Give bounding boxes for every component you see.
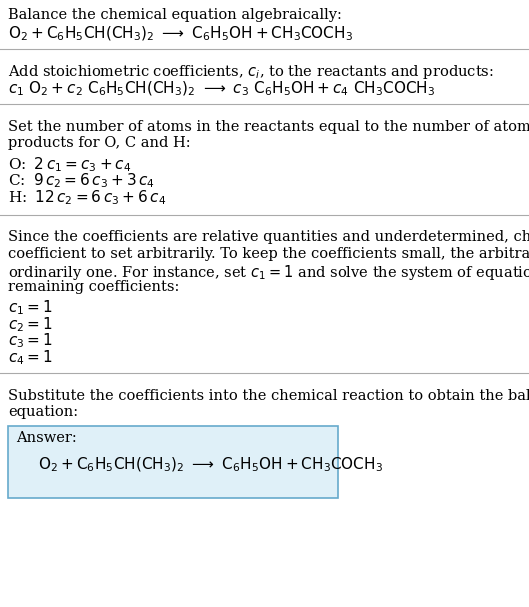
Text: products for O, C and H:: products for O, C and H: (8, 137, 190, 151)
Text: Set the number of atoms in the reactants equal to the number of atoms in the: Set the number of atoms in the reactants… (8, 120, 529, 134)
Text: $\mathrm{O_2 + C_6H_5CH(CH_3)_2\ \longrightarrow\ C_6H_5OH + CH_3COCH_3}$: $\mathrm{O_2 + C_6H_5CH(CH_3)_2\ \longri… (38, 455, 383, 474)
Text: $c_4 = 1$: $c_4 = 1$ (8, 348, 52, 367)
Text: Substitute the coefficients into the chemical reaction to obtain the balanced: Substitute the coefficients into the che… (8, 388, 529, 402)
Text: $c_2 = 1$: $c_2 = 1$ (8, 315, 52, 334)
Text: equation:: equation: (8, 405, 78, 419)
Text: Answer:: Answer: (16, 432, 77, 446)
Text: Since the coefficients are relative quantities and underdetermined, choose a: Since the coefficients are relative quan… (8, 231, 529, 245)
Text: C:$\;\;9\,c_2 = 6\,c_3 + 3\,c_4$: C:$\;\;9\,c_2 = 6\,c_3 + 3\,c_4$ (8, 172, 155, 190)
Text: $c_1\ \mathrm{O_2} + c_2\ \mathrm{C_6H_5CH(CH_3)_2}\ \longrightarrow\ c_3\ \math: $c_1\ \mathrm{O_2} + c_2\ \mathrm{C_6H_5… (8, 80, 435, 98)
Text: coefficient to set arbitrarily. To keep the coefficients small, the arbitrary va: coefficient to set arbitrarily. To keep … (8, 247, 529, 261)
Text: $\mathrm{O_2 + C_6H_5CH(CH_3)_2\ \longrightarrow\ C_6H_5OH + CH_3COCH_3}$: $\mathrm{O_2 + C_6H_5CH(CH_3)_2\ \longri… (8, 24, 353, 43)
Text: ordinarily one. For instance, set $c_1 = 1$ and solve the system of equations fo: ordinarily one. For instance, set $c_1 =… (8, 263, 529, 282)
Text: remaining coefficients:: remaining coefficients: (8, 280, 179, 294)
Text: Add stoichiometric coefficients, $c_i$, to the reactants and products:: Add stoichiometric coefficients, $c_i$, … (8, 63, 494, 81)
Text: $c_3 = 1$: $c_3 = 1$ (8, 331, 52, 350)
Text: Balance the chemical equation algebraically:: Balance the chemical equation algebraica… (8, 8, 342, 22)
Text: $c_1 = 1$: $c_1 = 1$ (8, 299, 52, 317)
Text: H:$\;\;12\,c_2 = 6\,c_3 + 6\,c_4$: H:$\;\;12\,c_2 = 6\,c_3 + 6\,c_4$ (8, 188, 166, 207)
FancyBboxPatch shape (8, 426, 338, 498)
Text: O:$\;\;2\,c_1 = c_3 + c_4$: O:$\;\;2\,c_1 = c_3 + c_4$ (8, 155, 131, 174)
